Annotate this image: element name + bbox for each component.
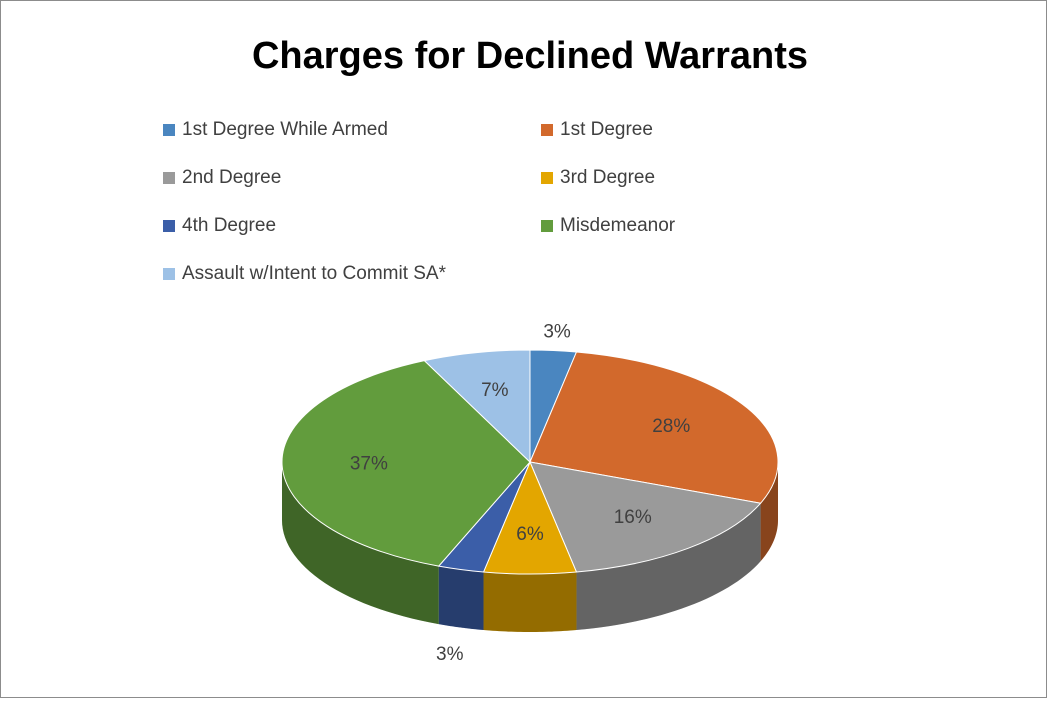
data-label: 6% xyxy=(516,524,544,545)
slice xyxy=(281,360,531,567)
legend-swatch xyxy=(163,220,175,232)
data-label: 37% xyxy=(350,453,388,474)
slice-side-shade xyxy=(576,503,761,631)
legend-label: 1st Degree While Armed xyxy=(182,119,388,140)
legend-swatch xyxy=(541,124,553,136)
legend-swatch xyxy=(163,124,175,136)
slice-side xyxy=(282,462,439,625)
data-label: 7% xyxy=(481,380,509,401)
data-label: 3% xyxy=(543,322,571,343)
slice xyxy=(529,351,779,504)
data-label: 3% xyxy=(436,644,464,665)
legend-label: 2nd Degree xyxy=(182,167,281,188)
slice-side xyxy=(576,503,761,631)
slice-side-shade xyxy=(282,462,439,625)
legend-label: 3rd Degree xyxy=(560,167,655,188)
slice-side-shade xyxy=(483,572,577,632)
slice-side xyxy=(483,572,577,632)
legend-swatch xyxy=(541,172,553,184)
slice xyxy=(423,349,531,464)
legend-label: 4th Degree xyxy=(182,215,276,236)
slice xyxy=(529,461,762,573)
legend-swatch xyxy=(163,172,175,184)
legend-swatch xyxy=(163,268,175,280)
slice-side xyxy=(438,566,484,631)
legend-label: 1st Degree xyxy=(560,119,653,140)
slice-side xyxy=(760,462,778,562)
data-label: 28% xyxy=(652,416,690,437)
data-label: 16% xyxy=(614,507,652,528)
chart-title: Charges for Declined Warrants xyxy=(252,35,808,77)
legend-swatch xyxy=(541,220,553,232)
legend-label: Misdemeanor xyxy=(560,215,676,236)
slice-side-shade xyxy=(438,566,484,631)
slice-side-shade xyxy=(760,462,778,562)
legend-label: Assault w/Intent to Commit SA* xyxy=(182,263,447,284)
